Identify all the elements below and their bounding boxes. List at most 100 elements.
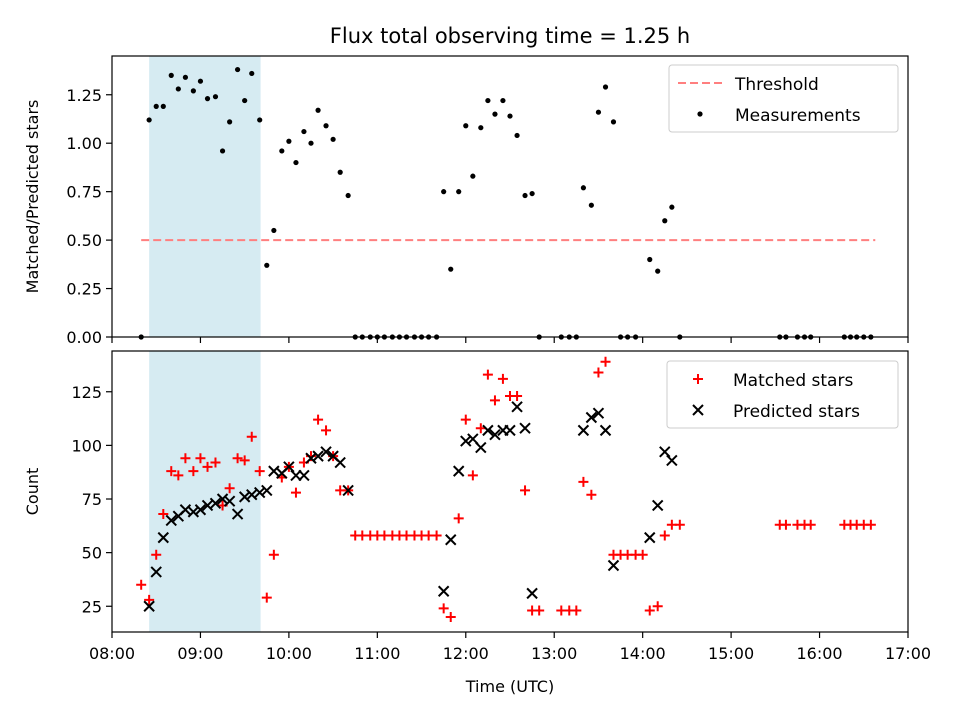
measurement-point (602, 84, 609, 90)
measurement-point (190, 88, 196, 94)
measurement-point (441, 189, 447, 195)
measurement-point (588, 202, 594, 208)
measurement-point (448, 266, 454, 272)
count-y-axis-label: Count (23, 468, 42, 516)
y-tick-label: 0.00 (66, 328, 102, 347)
predicted-star-point (334, 456, 346, 469)
predicted-star-point (268, 465, 280, 477)
matched-star-point (637, 549, 648, 560)
predicted-star-point (194, 504, 207, 516)
measurement-point (264, 262, 270, 268)
legend-measurement-label: Measurements (735, 106, 861, 126)
matched-star-point (805, 519, 816, 530)
measurement-point (257, 117, 263, 123)
matched-star-point (166, 466, 177, 477)
matched-star-point (780, 519, 791, 530)
matched-star-point (644, 605, 655, 616)
measurement-point (485, 97, 491, 104)
predicted-star-point (445, 534, 457, 546)
predicted-star-point (659, 446, 671, 458)
predicted-star-point (312, 450, 324, 462)
predicted-star-point (223, 495, 236, 507)
legend-matched-label: Matched stars (733, 371, 853, 391)
predicted-star-point (201, 499, 214, 512)
x-tick-label: 09:00 (177, 644, 223, 663)
matched-star-point (239, 455, 250, 466)
predicted-star-point (179, 504, 192, 516)
measurement-point (182, 74, 189, 80)
predicted-star-point (482, 424, 494, 437)
matched-star-point (600, 356, 611, 367)
matched-star-point (151, 549, 162, 560)
matched-star-point (674, 519, 685, 530)
count-legend: Matched stars Predicted stars (666, 360, 899, 429)
legend-threshold-label: Threshold (734, 75, 819, 95)
predicted-star-point (305, 452, 317, 464)
predicted-star-point (644, 531, 656, 544)
matched-star-point (475, 423, 486, 434)
matched-star-point (232, 453, 243, 464)
matched-star-point (453, 513, 464, 524)
predicted-star-point (253, 486, 266, 499)
measurement-point (153, 103, 159, 109)
measurement-point (279, 148, 285, 154)
matched-star-point (497, 373, 508, 384)
predicted-star-point (585, 411, 598, 424)
measurement-point (271, 227, 277, 234)
predicted-star-point (143, 600, 155, 612)
ratio-panel: 0.00 0.25 0.50 0.75 1.00 1.25 Matched/Predict… (23, 55, 909, 347)
matched-star-point (268, 549, 279, 560)
y-tick-label: 0.75 (66, 183, 102, 202)
x-tick-label: 12:00 (443, 644, 489, 663)
matched-star-point (438, 603, 449, 614)
predicted-star-point (489, 428, 501, 441)
measurement-point (308, 140, 314, 146)
legend-predicted-label: Predicted stars (733, 402, 860, 422)
measurement-point (463, 123, 469, 129)
matched-star-point (445, 611, 456, 622)
y-tick-label: 25 (82, 597, 102, 616)
matched-star-point (482, 369, 493, 380)
y-tick-label: 100 (71, 436, 102, 455)
measurement-point (315, 107, 321, 113)
predicted-star-point (592, 407, 605, 419)
measurement-point (204, 96, 211, 102)
matched-star-point (173, 470, 184, 481)
y-tick-label: 1.25 (66, 86, 102, 105)
x-tick-label: 11:00 (354, 644, 400, 663)
matched-star-point (195, 453, 206, 464)
measurement-point (514, 132, 520, 139)
measurement-point (234, 66, 241, 73)
predicted-star-point (607, 559, 620, 572)
measurement-point (669, 204, 675, 210)
measurement-point (662, 218, 668, 224)
predicted-star-point (342, 484, 354, 497)
matched-star-point (652, 601, 663, 612)
measurement-point (500, 97, 506, 104)
predicted-star-point (452, 465, 465, 477)
matched-star-point (254, 466, 265, 477)
matched-star-point (224, 483, 235, 494)
measurement-point (330, 136, 336, 142)
x-axis-label: Time (UTC) (465, 677, 554, 696)
observing-window-highlight (149, 351, 261, 632)
predicted-star-point (460, 435, 472, 447)
legend-box (666, 360, 899, 429)
matched-star-point (865, 519, 876, 530)
measurement-point (219, 148, 226, 154)
measurement-point (212, 94, 219, 100)
measurement-point (197, 78, 204, 84)
matched-star-point (489, 395, 500, 406)
measurement-point (478, 125, 484, 131)
measurement-point (146, 117, 152, 123)
y-tick-label: 0.50 (66, 231, 102, 250)
predicted-star-point (526, 587, 538, 600)
matched-star-point (460, 414, 471, 425)
x-tick-label: 14:00 (620, 644, 666, 663)
matched-star-point (313, 414, 324, 425)
predicted-star-point (157, 531, 170, 544)
matched-star-point (202, 461, 213, 472)
predicted-star-point (666, 454, 678, 467)
matched-star-point (467, 470, 478, 481)
predicted-star-point (209, 497, 222, 510)
